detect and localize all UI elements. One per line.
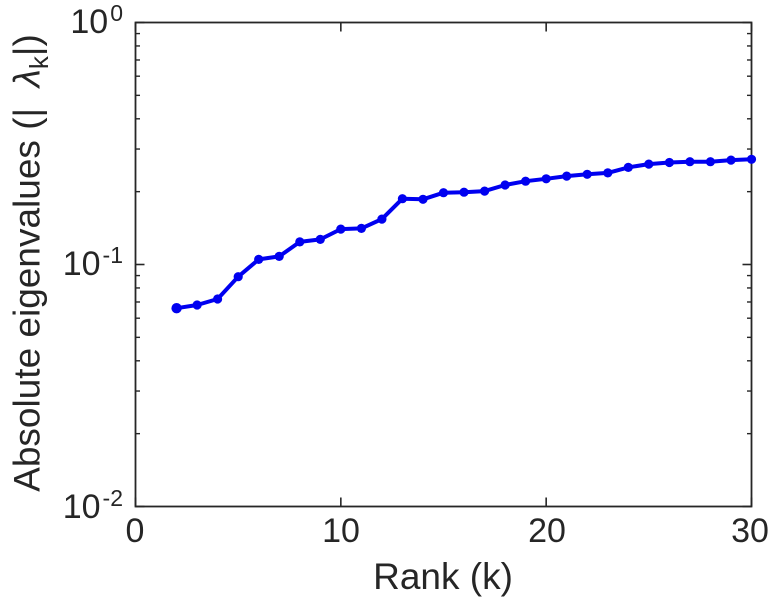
x-axis-title: Rank (k) [373, 556, 513, 597]
axis-box-and-ticks [134, 21, 753, 508]
y-axis-title-text: Absolute eigenvalues (| [6, 87, 48, 492]
x-tick-label-20: 20 [528, 512, 566, 550]
y-tick-label-1e0: 100 [0, 0, 123, 41]
y-tick-exponent: 0 [110, 0, 123, 26]
y-tick-exponent: -1 [102, 241, 123, 268]
x-tick-label-30: 30 [731, 512, 769, 550]
y-axis-title: Absolute eigenvalues (| λk|) [6, 34, 54, 492]
x-tick-label-0: 0 [125, 512, 145, 550]
lambda-symbol: λ [6, 69, 48, 88]
lambda-subscript-k: k [23, 56, 54, 70]
y-tick-exponent: -2 [102, 484, 123, 511]
x-tick-label-10: 10 [322, 512, 360, 550]
y-tick-base: 10 [62, 488, 101, 526]
y-tick-label-1e-1: 10-1 [0, 241, 123, 283]
y-tick-base: 10 [62, 245, 101, 283]
eigenvalue-series [171, 154, 757, 314]
y-tick-label-1e-2: 10-2 [0, 484, 123, 526]
y-tick-base: 10 [70, 3, 109, 41]
y-axis-title-close: |) [6, 34, 48, 57]
